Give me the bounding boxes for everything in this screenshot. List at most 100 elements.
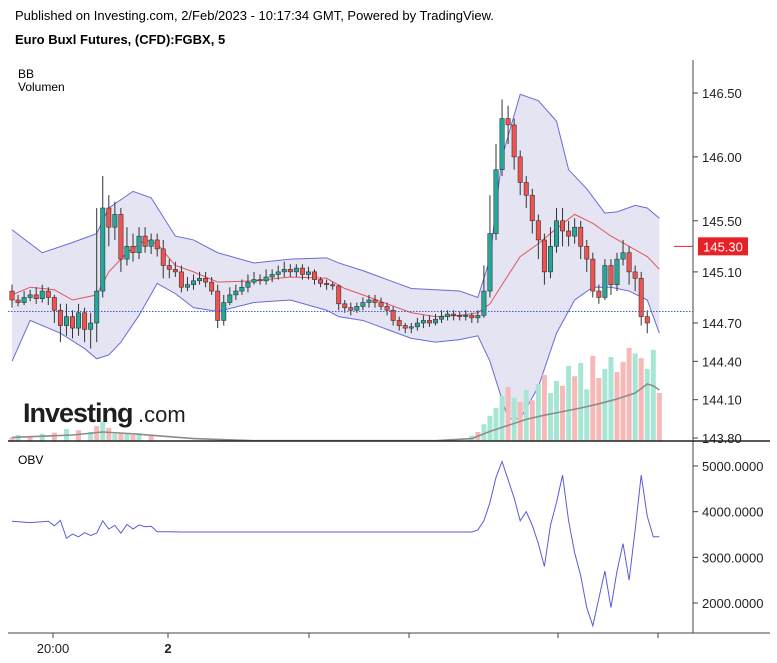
investing-logo: Investing .com xyxy=(23,398,186,428)
candle-body xyxy=(70,316,75,329)
price-axis-tick-label: 145.10 xyxy=(702,265,742,280)
candle-body xyxy=(590,258,596,292)
candle-body xyxy=(27,294,33,298)
candle-body xyxy=(336,285,342,305)
volume-bar xyxy=(596,378,602,441)
volume-bar xyxy=(39,433,45,441)
candle-body xyxy=(608,265,614,285)
volume-bar xyxy=(499,396,505,441)
candle-body xyxy=(523,182,529,196)
candle-body xyxy=(475,315,481,319)
price-axis-tick-label: 143.80 xyxy=(702,431,742,446)
candle-body xyxy=(554,220,559,247)
candle-body xyxy=(402,325,408,329)
volume-bar xyxy=(505,387,511,441)
candle-body xyxy=(172,269,178,273)
volume-bar xyxy=(523,390,529,441)
candle-body xyxy=(408,326,414,329)
candle-body xyxy=(136,235,142,253)
candle-body xyxy=(239,286,245,292)
candle-body xyxy=(529,194,535,222)
candle-body xyxy=(433,318,438,324)
volume-bar xyxy=(590,355,596,441)
volume-bar xyxy=(493,408,499,441)
candle-body xyxy=(185,284,190,288)
obv-axis-tick-label: 5000.0000 xyxy=(702,459,763,474)
candle-body xyxy=(245,281,251,288)
volume-bar xyxy=(9,437,15,441)
candle-body xyxy=(76,312,81,329)
candle-body xyxy=(427,320,432,324)
obv-pane xyxy=(11,459,660,628)
candle-body xyxy=(602,265,608,298)
volume-bar xyxy=(27,436,33,441)
price-axis-tick-label: 146.50 xyxy=(702,86,742,101)
candle-body xyxy=(45,290,51,298)
candle-body xyxy=(366,299,372,303)
candle-body xyxy=(299,267,305,275)
candle-body xyxy=(197,278,203,282)
candle-body xyxy=(130,246,136,253)
candle-body xyxy=(342,303,348,308)
bb-lower-line xyxy=(11,282,660,420)
volume-bar xyxy=(656,393,662,441)
candle-body xyxy=(584,246,590,260)
candle-body xyxy=(632,271,638,279)
candle-body xyxy=(469,315,475,319)
candle-body xyxy=(487,233,493,292)
candle-body xyxy=(124,246,130,260)
candle-body xyxy=(148,239,154,247)
candle-body xyxy=(330,284,336,287)
candle-body xyxy=(348,307,354,311)
candle-body xyxy=(142,235,148,247)
candle-body xyxy=(251,279,257,283)
candle-body xyxy=(372,299,378,303)
volume-bar xyxy=(529,400,535,441)
candle-body xyxy=(293,267,299,273)
price-pane xyxy=(8,93,693,442)
candle-body xyxy=(360,302,366,307)
volume-bar xyxy=(547,393,553,441)
candle-body xyxy=(354,306,360,311)
obv-axis-tick-label: 2000.0000 xyxy=(702,596,763,611)
candle-body xyxy=(215,290,221,321)
published-caption: Published on Investing.com, 2/Feb/2023 -… xyxy=(15,8,494,23)
volume-bar xyxy=(112,433,118,441)
obv-pane-label: OBV xyxy=(18,453,43,467)
candle-body xyxy=(420,320,426,324)
candle-body xyxy=(578,226,584,247)
volume-bar xyxy=(584,389,590,441)
candle-body xyxy=(445,313,451,317)
price-axis-tick-label: 144.70 xyxy=(702,316,742,331)
candle-body xyxy=(203,278,209,283)
last-price-badge xyxy=(698,237,748,256)
candle-body xyxy=(106,207,112,228)
candle-body xyxy=(384,306,390,311)
candle-body xyxy=(505,118,511,126)
candle-body xyxy=(9,290,15,301)
candle-body xyxy=(566,230,572,237)
logo-brand: Investing xyxy=(23,398,133,428)
volume-bar xyxy=(51,432,57,441)
candle-body xyxy=(33,294,39,299)
volume-bar xyxy=(118,432,124,441)
volume-bar xyxy=(94,426,100,441)
candle-body xyxy=(160,248,166,266)
price-axis-tick-label: 144.10 xyxy=(702,393,742,408)
candle-body xyxy=(166,265,172,270)
candle-body xyxy=(287,269,293,273)
candle-body xyxy=(209,281,215,292)
candle-body xyxy=(541,239,547,273)
candle-body xyxy=(439,316,445,320)
candle-body xyxy=(396,320,402,326)
volume-bar xyxy=(511,397,517,441)
volume-bar xyxy=(535,384,541,441)
candle-body xyxy=(233,290,239,296)
candle-body xyxy=(324,283,330,285)
obv-axis-tick-label: 4000.0000 xyxy=(702,505,763,520)
volume-bar xyxy=(578,363,584,441)
candle-body xyxy=(312,271,317,280)
candle-body xyxy=(620,252,626,260)
volume-bar xyxy=(15,435,21,441)
volume-bar xyxy=(481,424,487,441)
